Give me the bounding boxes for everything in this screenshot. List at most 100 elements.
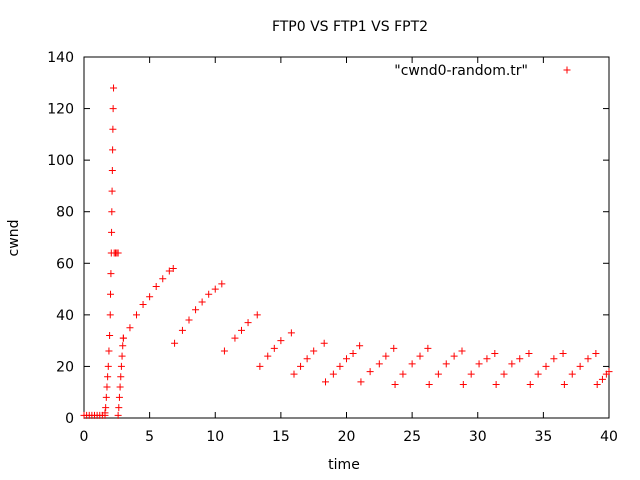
x-axis-label: time bbox=[328, 457, 360, 473]
data-point bbox=[108, 187, 116, 195]
data-point bbox=[287, 329, 295, 337]
data-point bbox=[310, 347, 318, 355]
data-point bbox=[434, 370, 442, 378]
data-point bbox=[408, 360, 416, 368]
data-point bbox=[450, 352, 458, 360]
y-tick-label: 140 bbox=[47, 50, 74, 66]
x-tick-label: 30 bbox=[469, 429, 487, 445]
data-point bbox=[492, 380, 500, 388]
x-tick-label: 15 bbox=[272, 429, 290, 445]
data-point bbox=[356, 342, 364, 350]
y-axis: 0 20 40 60 80 100 120 140 bbox=[47, 50, 609, 427]
data-point bbox=[584, 355, 592, 363]
data-point bbox=[165, 267, 173, 275]
data-point bbox=[442, 360, 450, 368]
data-point bbox=[211, 285, 219, 293]
data-point bbox=[329, 370, 337, 378]
data-point bbox=[244, 319, 252, 327]
data-point bbox=[467, 370, 475, 378]
data-point bbox=[109, 125, 117, 133]
data-point bbox=[264, 352, 272, 360]
data-point bbox=[560, 380, 568, 388]
data-point bbox=[114, 411, 122, 419]
data-point bbox=[605, 368, 613, 376]
data-point bbox=[336, 362, 344, 370]
data-point bbox=[106, 331, 114, 339]
data-point bbox=[107, 290, 115, 298]
data-point bbox=[382, 352, 390, 360]
data-point bbox=[424, 344, 432, 352]
x-tick-label: 35 bbox=[534, 429, 552, 445]
data-point bbox=[542, 362, 550, 370]
data-point bbox=[508, 360, 516, 368]
data-point bbox=[238, 326, 245, 334]
data-point bbox=[115, 404, 123, 412]
data-point bbox=[114, 249, 122, 257]
data-point bbox=[425, 380, 433, 388]
data-point bbox=[322, 378, 329, 386]
x-axis: 0 5 10 15 20 25 30 35 40 bbox=[80, 57, 618, 445]
data-point bbox=[550, 355, 558, 363]
y-tick-label: 0 bbox=[65, 411, 74, 427]
data-point bbox=[349, 350, 357, 358]
data-point bbox=[108, 208, 116, 216]
x-tick-label: 40 bbox=[600, 429, 618, 445]
data-point bbox=[516, 355, 524, 363]
data-point bbox=[198, 298, 206, 306]
y-tick-label: 20 bbox=[56, 359, 74, 375]
data-point bbox=[178, 326, 186, 334]
data-point bbox=[220, 347, 228, 355]
data-point bbox=[459, 380, 467, 388]
data-point bbox=[109, 105, 117, 113]
legend-entry-label: "cwnd0-random.tr" bbox=[394, 63, 528, 79]
data-point bbox=[297, 362, 305, 370]
data-point bbox=[108, 228, 116, 236]
x-tick-label: 10 bbox=[206, 429, 224, 445]
data-point bbox=[592, 350, 600, 358]
data-point bbox=[576, 362, 584, 370]
data-point bbox=[458, 347, 466, 355]
data-point bbox=[126, 324, 134, 332]
data-point bbox=[107, 270, 115, 278]
y-tick-label: 60 bbox=[56, 256, 74, 272]
data-point bbox=[139, 301, 147, 309]
data-point bbox=[416, 352, 424, 360]
data-point bbox=[598, 375, 606, 383]
data-point bbox=[270, 344, 278, 352]
data-point bbox=[399, 370, 407, 378]
data-point bbox=[102, 404, 110, 412]
data-point bbox=[101, 409, 109, 417]
data-point bbox=[115, 393, 123, 401]
data-point bbox=[105, 347, 113, 355]
data-point bbox=[118, 352, 126, 360]
data-point bbox=[390, 344, 398, 352]
data-series bbox=[80, 84, 613, 419]
data-point bbox=[256, 362, 264, 370]
data-point bbox=[277, 337, 285, 345]
y-tick-label: 40 bbox=[56, 308, 74, 324]
data-point bbox=[117, 373, 125, 381]
data-point bbox=[526, 380, 534, 388]
data-point bbox=[253, 311, 261, 319]
y-tick-label: 100 bbox=[47, 153, 74, 169]
data-point bbox=[103, 383, 111, 391]
data-point bbox=[375, 360, 383, 368]
x-tick-label: 20 bbox=[338, 429, 356, 445]
data-point bbox=[110, 84, 118, 92]
data-point bbox=[159, 275, 167, 283]
data-point bbox=[290, 370, 298, 378]
data-point bbox=[483, 355, 491, 363]
data-point bbox=[109, 146, 117, 154]
data-point bbox=[568, 370, 576, 378]
data-point bbox=[343, 355, 350, 363]
y-tick-label: 120 bbox=[47, 102, 74, 118]
y-axis-label: cwnd bbox=[6, 220, 22, 257]
data-point bbox=[171, 339, 179, 347]
data-point bbox=[231, 334, 239, 342]
data-point bbox=[475, 360, 483, 368]
y-tick-label: 80 bbox=[56, 205, 74, 221]
data-point bbox=[303, 355, 311, 363]
data-point bbox=[106, 311, 114, 319]
x-tick-label: 25 bbox=[403, 429, 421, 445]
data-point bbox=[117, 362, 125, 370]
